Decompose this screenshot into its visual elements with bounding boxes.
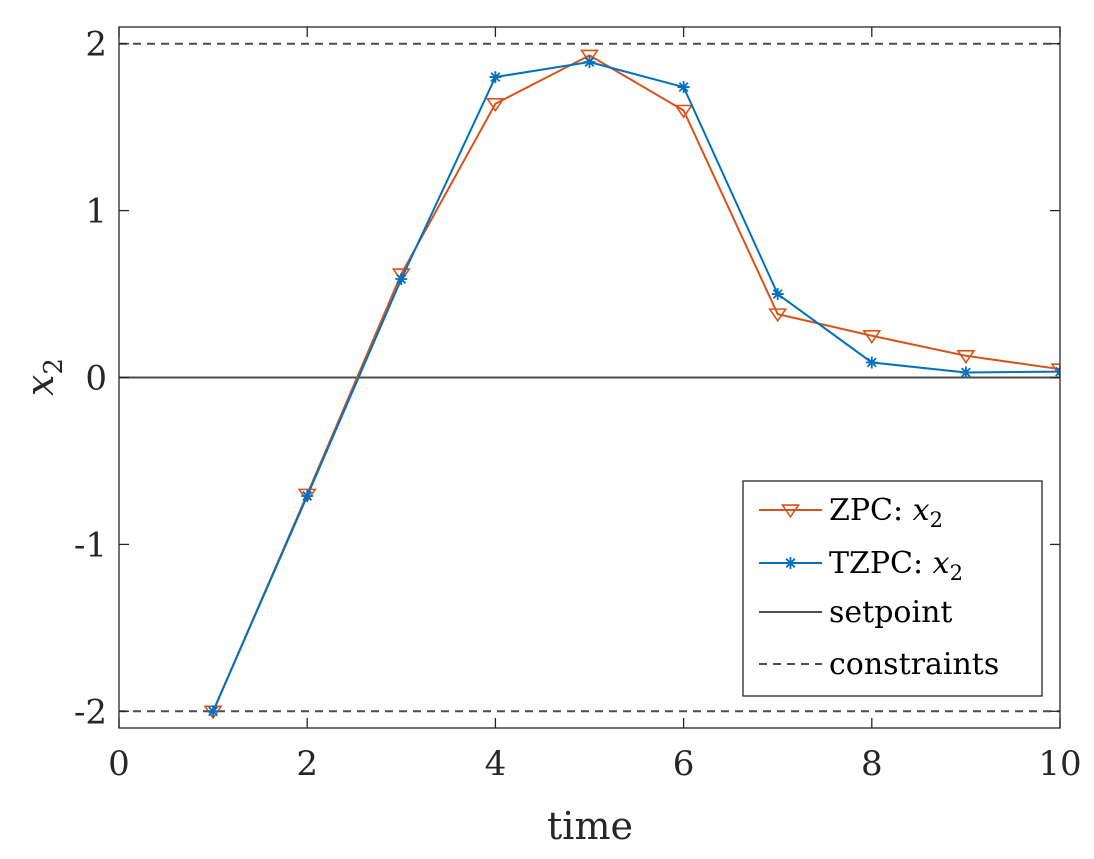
data-point-1-1	[301, 490, 314, 503]
x-tick-label-0: 0	[108, 744, 130, 784]
x-tick-label-5: 10	[1038, 744, 1081, 784]
data-point-1-5	[677, 81, 690, 94]
x-tick-label-1: 2	[296, 744, 318, 784]
series-line-1	[212, 61, 1060, 712]
x-tick-label-2: 4	[485, 744, 507, 784]
data-point-1-6	[771, 288, 784, 301]
legend-marker-1	[784, 557, 797, 569]
data-point-0-5	[674, 104, 694, 119]
legend-marker-0	[780, 504, 801, 519]
legend-label-text-1: TZPC:	[829, 546, 933, 581]
y-tick-label-2: 0	[85, 359, 107, 399]
data-point-0-9	[1050, 363, 1060, 378]
data-point-1-0	[207, 705, 220, 718]
legend-label-math-0: x	[913, 493, 930, 528]
y-tick-label-3: 1	[85, 192, 107, 232]
legend-label-ref-1: constraints	[829, 647, 999, 682]
series-1	[207, 56, 1060, 718]
legend-label-sub-1: 2	[950, 561, 963, 585]
data-point-0-4	[579, 49, 600, 64]
data-point-1-2	[395, 273, 408, 286]
series-layer	[203, 49, 1060, 720]
data-point-1-3	[489, 71, 502, 84]
legend-label-text-0: ZPC:	[829, 493, 913, 528]
y-tick-label-4: 2	[85, 25, 107, 65]
y-tick-label-0: -2	[74, 692, 107, 732]
series-line-0	[212, 54, 1060, 712]
data-point-0-3	[485, 98, 505, 112]
y-axis-title: x2	[18, 358, 69, 396]
data-point-0-7	[862, 330, 882, 344]
ticks	[118, 27, 1061, 728]
legend-label-math-1: x	[933, 546, 950, 581]
x-tick-label-3: 6	[673, 744, 695, 784]
y-axis-title-base: x	[18, 375, 62, 396]
legend-label-0: ZPC: x2	[829, 493, 943, 532]
tick-labels: 0 2 4 6 8 10 -2 -1 0 1 2	[74, 25, 1082, 784]
data-point-0-8	[956, 350, 976, 365]
data-point-1-4	[583, 56, 596, 69]
data-point-1-8	[959, 366, 972, 379]
data-point-1-7	[865, 356, 878, 369]
x-axis-title: time	[547, 804, 633, 848]
y-tick-label-1: -1	[74, 525, 107, 565]
legend-label-sub-0: 2	[930, 508, 943, 532]
data-point-0-6	[768, 308, 788, 323]
y-axis-title-sub: 2	[39, 358, 69, 375]
legend-label-ref-0: setpoint	[829, 595, 952, 630]
legend-label-1: TZPC: x2	[829, 546, 963, 585]
reference-lines	[119, 42, 1060, 713]
x-tick-label-4: 8	[861, 744, 883, 784]
legend-box	[742, 480, 1043, 697]
